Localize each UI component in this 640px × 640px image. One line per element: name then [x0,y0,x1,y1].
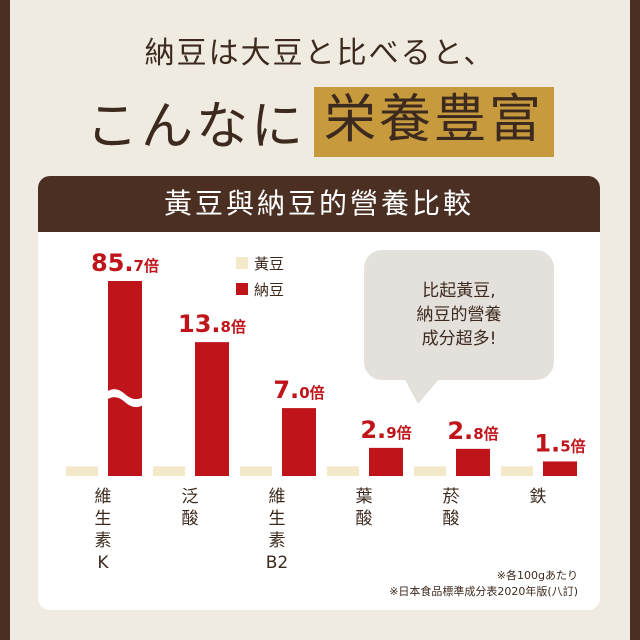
category-label-4-0: 菸 [443,487,460,507]
bar-natto-2 [282,408,316,476]
category-label-0-3: K [97,553,109,573]
footnote-1: ※各100gあたり [496,569,578,582]
bar-soy-0 [66,466,98,476]
bar-soy-5 [501,466,533,476]
legend-item-soy: 黃豆 [236,250,284,276]
legend: 黃豆 納豆 [236,250,284,302]
category-label-0-1: 生 [95,509,112,529]
value-label-2: 7.0倍 [273,376,324,404]
headline-plain-text: こんなに [85,97,306,157]
category-label-2-3: B2 [266,553,288,573]
bar-natto-5 [543,461,577,476]
category-label-4-1: 酸 [443,509,460,529]
bar-natto-0 [108,281,142,476]
axis-break-mark [104,389,147,408]
legend-swatch-soy [236,257,248,269]
legend-swatch-natto [236,283,248,295]
category-label-0-0: 維 [95,487,112,507]
bar-soy-1 [153,466,185,476]
bar-soy-4 [414,466,446,476]
value-label-0: 85.7倍 [91,249,159,277]
value-label-4: 2.8倍 [447,417,498,445]
left-border [0,0,10,640]
chart-card: 黃豆與納豆的營養比較 85.7倍維生素 K 13.8倍泛酸 7.0倍維生素 B2 2.9倍… [38,176,600,610]
chart-title: 黃豆與納豆的營養比較 [38,176,600,232]
value-label-5: 1.5倍 [534,429,585,457]
legend-item-natto: 納豆 [236,276,284,302]
category-label-5-0: 鉄 [530,487,547,507]
bubble-line-3: 成分超多! [421,329,497,349]
category-label-3-0: 葉 [356,487,373,507]
footnotes: ※各100gあたり ※日本食品標準成分表2020年版(八訂) [389,568,578,600]
speech-bubble: 比起黃豆, 納豆的營養 成分超多! [364,250,554,380]
category-label-2-0: 維 [269,487,286,507]
bar-natto-1 [195,342,229,476]
legend-label-soy: 黃豆 [254,254,285,273]
bubble-line-1: 比起黃豆, [422,281,496,301]
category-label-1-1: 酸 [182,509,199,529]
headline-line2: こんなに 栄養豊富 [0,84,640,159]
bar-natto-4 [456,448,490,476]
headline-line1: 納豆は大豆と比べると、 [144,36,496,71]
bar-natto-3 [369,447,403,476]
category-label-3-1: 酸 [356,509,373,529]
footnote-2: ※日本食品標準成分表2020年版(八訂) [389,585,578,598]
bar-chart: 85.7倍維生素K13.8倍泛酸7.0倍維生素B22.9倍葉酸2.8倍菸酸1.5… [66,249,586,573]
right-border [630,0,640,640]
bubble-line-2: 納豆的營養 [416,305,502,325]
bar-soy-2 [240,466,272,476]
headline-highlight-text: 栄養豊富 [314,86,555,157]
category-label-2-2: 素 [269,531,286,551]
category-label-2-1: 生 [269,509,286,529]
speech-bubble-tail [404,378,440,404]
category-label-0-2: 素 [95,531,112,551]
bar-soy-3 [327,466,359,476]
category-label-1-0: 泛 [182,487,199,507]
value-label-3: 2.9倍 [360,416,411,444]
legend-label-natto: 納豆 [254,280,285,299]
value-label-1: 13.8倍 [178,310,246,338]
